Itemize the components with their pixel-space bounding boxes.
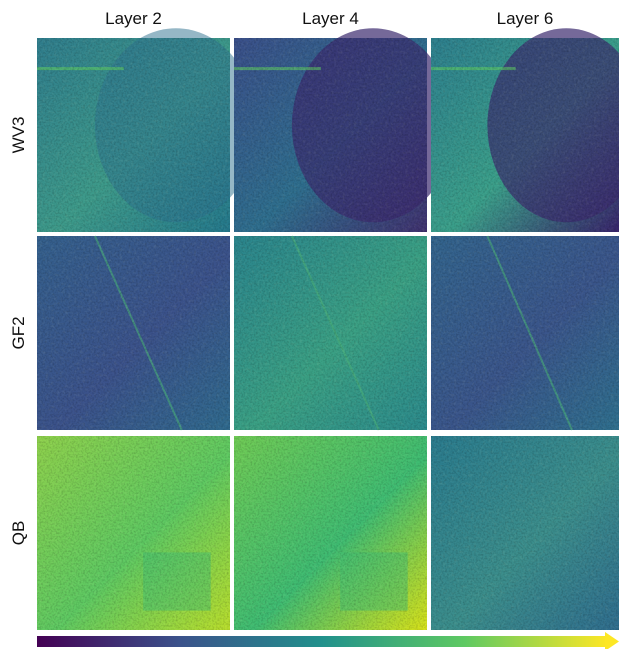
- feature-map-grain-light: [234, 236, 427, 430]
- row-label: QB: [9, 521, 28, 546]
- feature-map: [431, 436, 619, 630]
- row-label: WV3: [9, 117, 28, 154]
- feature-map-grain-light: [431, 436, 619, 630]
- column-label: Layer 4: [302, 9, 359, 28]
- feature-map-grain-light: [431, 38, 619, 232]
- feature-map: [234, 28, 454, 232]
- column-label: Layer 2: [105, 9, 162, 28]
- feature-map: [37, 236, 230, 430]
- colorbar: [37, 636, 607, 647]
- feature-map-grain-light: [234, 38, 427, 232]
- column-label: Layer 6: [497, 9, 554, 28]
- feature-map-grain-light: [431, 236, 619, 430]
- feature-map: [37, 436, 230, 630]
- feature-map-grain-light: [37, 436, 230, 630]
- feature-map: [234, 436, 427, 630]
- feature-map: [234, 236, 427, 430]
- row-label: GF2: [9, 316, 28, 349]
- feature-map-grain-light: [37, 38, 230, 232]
- feature-map-figure: Layer 2 Layer 4 Layer 6 WV3 GF2 QB: [0, 0, 619, 649]
- feature-map: [431, 28, 619, 232]
- colorbar-arrow: [605, 632, 619, 649]
- feature-map-grain-light: [37, 236, 230, 430]
- feature-map: [37, 28, 257, 232]
- feature-map-grain-light: [234, 436, 427, 630]
- feature-map: [431, 236, 619, 430]
